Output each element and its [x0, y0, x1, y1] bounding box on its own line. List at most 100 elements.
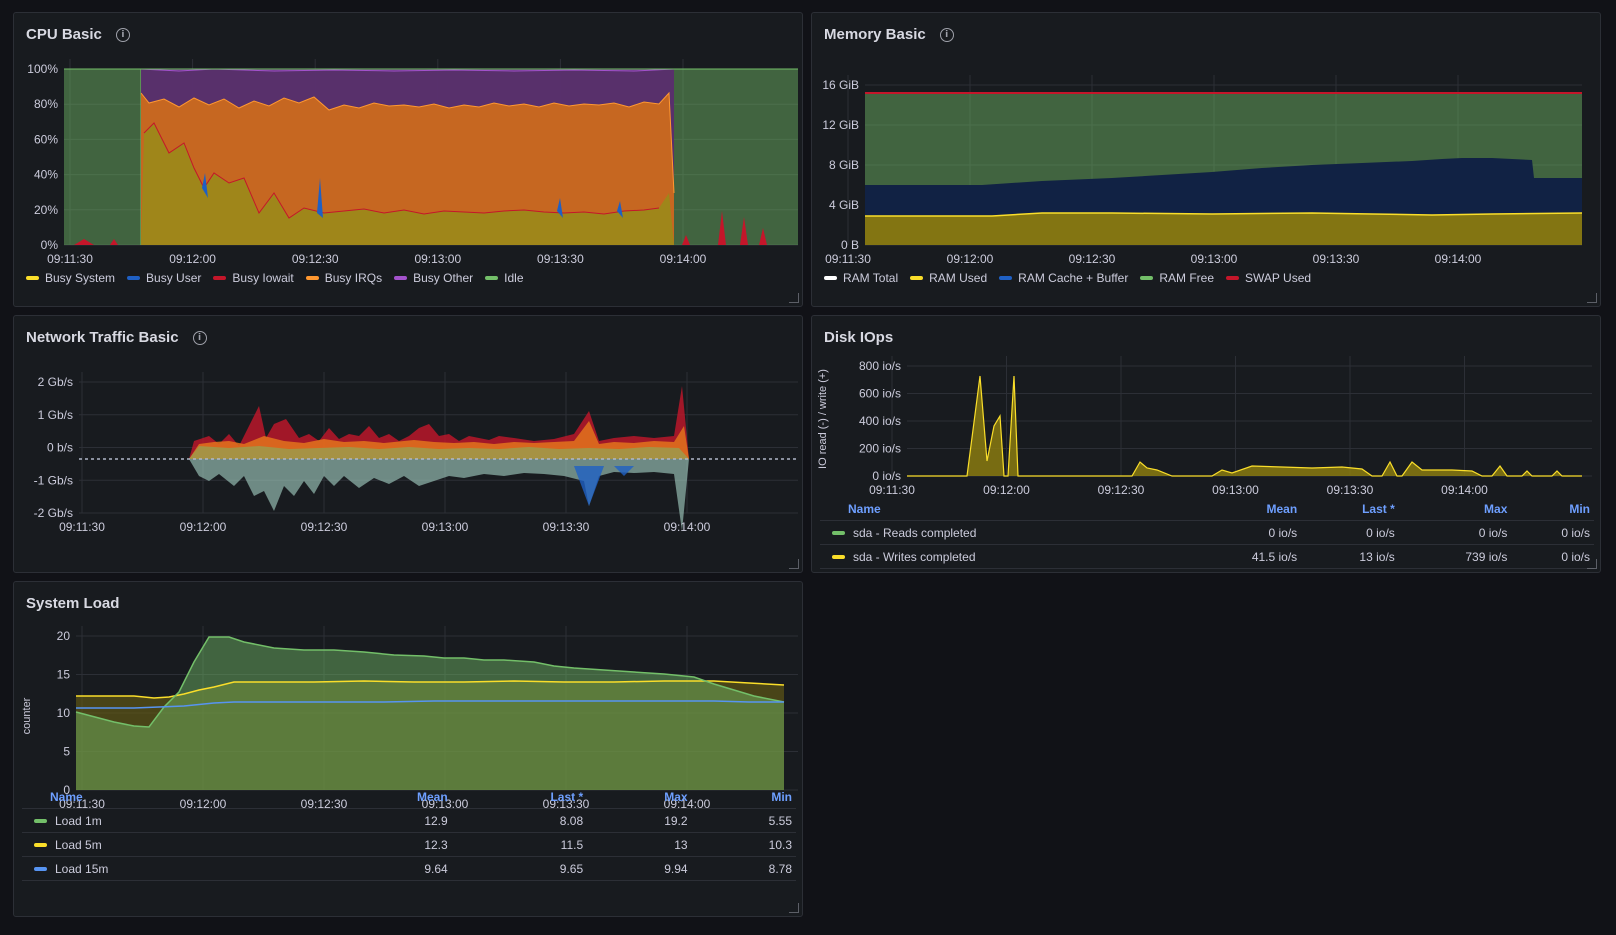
info-icon[interactable]: i	[115, 27, 130, 42]
y-tick-label: 600 io/s	[859, 387, 901, 401]
stat-last: 13 io/s	[1301, 544, 1399, 569]
table-header[interactable]: Max	[1398, 499, 1512, 521]
x-tick-label: 09:12:00	[983, 483, 1030, 496]
disk-panel-title[interactable]: Disk IOps	[824, 329, 893, 346]
y-tick-label: 400 io/s	[859, 414, 901, 428]
y-tick-label: 5	[63, 745, 70, 759]
x-tick-label: 09:14:00	[660, 252, 707, 266]
load-panel-title[interactable]: System Load	[26, 595, 119, 612]
y-tick-label: 0 b/s	[47, 441, 73, 455]
stat-max: 9.94	[587, 856, 692, 881]
x-tick-label: 09:11:30	[825, 252, 871, 266]
stat-mean: 12.9	[322, 808, 452, 833]
stat-mean: 0 io/s	[1181, 520, 1302, 545]
legend-item[interactable]: SWAP Used	[1226, 271, 1311, 285]
info-icon[interactable]: i	[192, 330, 207, 345]
series-swatch	[34, 867, 47, 872]
table-row[interactable]: sda - Writes completed 41.5 io/s 13 io/s 73…	[820, 544, 1594, 569]
cpu-panel-title[interactable]: CPU Basic i	[26, 26, 130, 43]
disk-y-axis-label: IO read (-) / write (+)	[817, 369, 829, 469]
legend-item[interactable]: Busy IRQs	[305, 271, 383, 285]
table-header[interactable]: Last *	[1301, 499, 1399, 521]
legend-item[interactable]: RAM Used	[910, 271, 987, 285]
x-tick-label: 09:12:30	[1069, 252, 1116, 266]
legend-item[interactable]: Busy User	[127, 271, 201, 285]
cpu-chart[interactable]: 0% 20% 40% 60% 80% 100% 09:11:30 09:12:00 09:12…	[14, 13, 804, 273]
series-name: Load 15m	[55, 861, 109, 876]
series-name: Load 5m	[55, 837, 102, 852]
legend-swatch	[1140, 276, 1154, 280]
table-header[interactable]: Name	[820, 499, 1182, 521]
y-tick-label: 0 io/s	[872, 469, 901, 483]
x-tick-label: 09:11:30	[47, 252, 93, 266]
legend-item[interactable]: Busy System	[26, 271, 115, 285]
memory-title-text: Memory Basic	[824, 26, 926, 43]
info-icon[interactable]: i	[939, 27, 954, 42]
y-tick-label: 100%	[27, 62, 58, 76]
y-tick-label: -2 Gb/s	[34, 506, 73, 520]
memory-chart[interactable]: 0 B 4 GiB 8 GiB 12 GiB 16 GiB 09:11:30 09:12:…	[812, 13, 1602, 273]
x-tick-label: 09:12:30	[1098, 483, 1145, 496]
network-traffic-panel: Network Traffic Basic i -2 Gb/s -1 Gb/s 0 …	[13, 315, 803, 573]
x-tick-label: 09:14:00	[664, 520, 711, 534]
y-tick-label: 12 GiB	[822, 118, 859, 132]
table-header[interactable]: Last *	[451, 787, 588, 809]
legend-label: RAM Used	[929, 271, 988, 285]
table-header[interactable]: Name	[22, 787, 323, 809]
table-header[interactable]: Mean	[1181, 499, 1302, 521]
x-tick-label: 09:12:30	[301, 520, 348, 534]
x-tick-label: 09:11:30	[869, 483, 915, 496]
x-tick-label: 09:13:00	[422, 520, 469, 534]
legend-item[interactable]: RAM Cache + Buffer	[999, 271, 1128, 285]
legend-label: Busy Iowait	[232, 271, 294, 285]
table-row[interactable]: sda - Reads completed 0 io/s 0 io/s 0 io/s 0…	[820, 520, 1594, 545]
legend-item[interactable]: RAM Total	[824, 271, 898, 285]
resize-handle-icon[interactable]	[789, 559, 799, 569]
disk-chart[interactable]: IO read (-) / write (+) 0 io/s 200 io/s 40…	[812, 316, 1602, 496]
legend-swatch	[485, 276, 499, 280]
resize-handle-icon[interactable]	[789, 293, 799, 303]
legend-label: Busy IRQs	[324, 271, 383, 285]
legend-label: SWAP Used	[1245, 271, 1312, 285]
x-tick-label: 09:14:00	[1441, 483, 1488, 496]
table-header[interactable]: Min	[691, 787, 796, 809]
stat-max: 0 io/s	[1398, 520, 1512, 545]
y-tick-label: 200 io/s	[859, 442, 901, 456]
cpu-basic-panel: CPU Basic i 0% 20% 40% 60% 80% 100% 09:11:30 0…	[13, 12, 803, 307]
network-panel-title[interactable]: Network Traffic Basic i	[26, 329, 207, 346]
table-header[interactable]: Min	[1511, 499, 1594, 521]
legend-item[interactable]: RAM Free	[1140, 271, 1214, 285]
stat-max: 13	[587, 832, 692, 857]
network-chart[interactable]: -2 Gb/s -1 Gb/s 0 b/s 1 Gb/s 2 Gb/s 09:11:30…	[14, 316, 804, 574]
y-tick-label: 0%	[41, 238, 59, 252]
legend-item[interactable]: Busy Other	[394, 271, 473, 285]
table-header[interactable]: Mean	[322, 787, 452, 809]
resize-handle-icon[interactable]	[789, 903, 799, 913]
x-tick-label: 09:13:00	[1191, 252, 1238, 266]
y-tick-label: 20	[57, 629, 71, 643]
stat-min: 0 io/s	[1511, 544, 1594, 569]
stat-min: 5.55	[691, 808, 796, 833]
table-row[interactable]: Load 5m 12.3 11.5 13 10.3	[22, 832, 796, 857]
legend-item[interactable]: Idle	[485, 271, 524, 285]
memory-panel-title[interactable]: Memory Basic i	[824, 26, 954, 43]
x-tick-label: 09:13:00	[414, 252, 461, 266]
table-row[interactable]: Load 15m 9.64 9.65 9.94 8.78	[22, 856, 796, 881]
legend-swatch	[26, 276, 39, 280]
load-title-text: System Load	[26, 595, 120, 612]
y-tick-label: 60%	[34, 132, 58, 146]
load-legend-table: Name Mean Last * Max Min Load 1m 12.9 8.08 19.2 5…	[22, 787, 796, 881]
resize-handle-icon[interactable]	[1587, 293, 1597, 303]
legend-item[interactable]: Busy Iowait	[213, 271, 294, 285]
stat-last: 8.08	[451, 808, 588, 833]
legend-swatch	[213, 276, 227, 280]
resize-handle-icon[interactable]	[1587, 559, 1597, 569]
y-tick-label: 2 Gb/s	[38, 375, 73, 389]
table-row[interactable]: Load 1m 12.9 8.08 19.2 5.55	[22, 808, 796, 833]
stat-mean: 12.3	[322, 832, 452, 857]
x-tick-label: 09:14:00	[1435, 252, 1482, 266]
stat-min: 8.78	[691, 856, 796, 881]
memory-legend: RAM Total RAM Used RAM Cache + Buffer RAM F…	[824, 271, 1311, 285]
table-header[interactable]: Max	[587, 787, 692, 809]
